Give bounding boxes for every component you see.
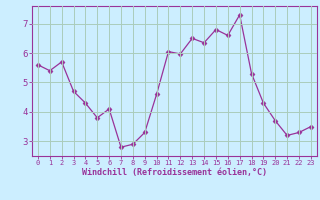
X-axis label: Windchill (Refroidissement éolien,°C): Windchill (Refroidissement éolien,°C)	[82, 168, 267, 177]
